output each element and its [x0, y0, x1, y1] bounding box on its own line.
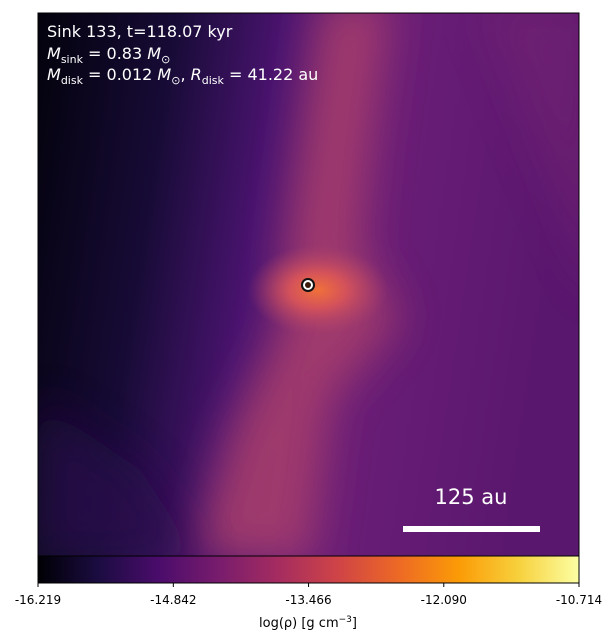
tick-label: -10.714	[556, 593, 602, 607]
colorbar-label-part: ]	[352, 616, 357, 631]
tick-label: -14.842	[150, 593, 196, 607]
annotation-part: ⊙	[161, 53, 170, 66]
annotation-part: R	[191, 65, 202, 84]
annotation-part: M	[47, 65, 61, 84]
tick-label: -12.090	[421, 593, 467, 607]
annotation-part: ,	[180, 65, 190, 84]
annotation-part: = 41.22 au	[224, 65, 318, 84]
annotation-part: sink	[61, 53, 84, 66]
annotation-part: M	[47, 44, 61, 63]
colorbar	[37, 555, 580, 584]
annotation-part: M	[147, 44, 161, 63]
density-image	[38, 13, 579, 556]
annotation: Sink 133, t=118.07 kyr	[47, 22, 233, 41]
tick-label: -16.219	[15, 593, 61, 607]
colorbar-label-part: −3	[339, 615, 352, 625]
annotation-part: M	[157, 65, 171, 84]
annotation-part: disk	[61, 74, 84, 87]
annotation: Mdisk = 0.012 M⊙, Rdisk = 41.22 au	[47, 65, 318, 87]
tick-label: -13.466	[285, 593, 331, 607]
scale-bar-label: 125 au	[435, 485, 508, 509]
annotation: Msink = 0.83 M⊙	[47, 44, 170, 66]
annotation-part: = 0.012	[83, 65, 157, 84]
colorbar-label-part: log(ρ) [g cm	[259, 616, 339, 631]
annotation-part: = 0.83	[83, 44, 147, 63]
annotation-part: disk	[202, 74, 225, 87]
annotation-part: ⊙	[171, 74, 180, 87]
colorbar-label: log(ρ) [g cm−3]	[259, 615, 357, 631]
